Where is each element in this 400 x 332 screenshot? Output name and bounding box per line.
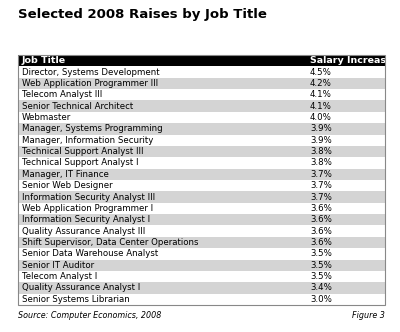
Text: Senior Web Designer: Senior Web Designer <box>22 181 113 190</box>
Bar <box>18 191 385 203</box>
Bar <box>18 78 385 89</box>
Bar <box>18 66 385 78</box>
Text: Telecom Analyst III: Telecom Analyst III <box>22 90 102 99</box>
Text: Manager, IT Finance: Manager, IT Finance <box>22 170 109 179</box>
Text: 4.0%: 4.0% <box>310 113 332 122</box>
Text: Information Security Analyst III: Information Security Analyst III <box>22 193 155 202</box>
Text: 3.6%: 3.6% <box>310 227 332 236</box>
Text: Director, Systems Development: Director, Systems Development <box>22 67 160 77</box>
Text: Technical Support Analyst I: Technical Support Analyst I <box>22 158 138 167</box>
Text: Manager, Systems Programming: Manager, Systems Programming <box>22 124 163 133</box>
Bar <box>18 134 385 146</box>
Text: 3.8%: 3.8% <box>310 158 332 167</box>
Text: Technical Support Analyst III: Technical Support Analyst III <box>22 147 144 156</box>
Text: 3.7%: 3.7% <box>310 170 332 179</box>
Text: 3.7%: 3.7% <box>310 193 332 202</box>
Text: 3.4%: 3.4% <box>310 284 332 292</box>
Bar <box>18 89 385 101</box>
Text: Webmaster: Webmaster <box>22 113 71 122</box>
Bar <box>18 101 385 112</box>
Bar <box>18 112 385 123</box>
Text: 3.5%: 3.5% <box>310 272 332 281</box>
Text: Quality Assurance Analyst I: Quality Assurance Analyst I <box>22 284 140 292</box>
Bar <box>18 214 385 225</box>
Text: Quality Assurance Analyst III: Quality Assurance Analyst III <box>22 227 145 236</box>
Text: Source: Computer Economics, 2008: Source: Computer Economics, 2008 <box>18 311 161 320</box>
Text: 3.6%: 3.6% <box>310 238 332 247</box>
Text: Senior Systems Librarian: Senior Systems Librarian <box>22 295 130 304</box>
Text: Figure 3: Figure 3 <box>352 311 385 320</box>
Bar <box>18 180 385 191</box>
Text: Telecom Analyst I: Telecom Analyst I <box>22 272 97 281</box>
Bar <box>18 293 385 305</box>
Bar <box>18 55 385 66</box>
Text: Job Title: Job Title <box>22 56 66 65</box>
Bar <box>18 237 385 248</box>
Text: Senior Data Warehouse Analyst: Senior Data Warehouse Analyst <box>22 249 158 258</box>
Bar <box>18 157 385 169</box>
Text: 4.5%: 4.5% <box>310 67 332 77</box>
Bar <box>18 203 385 214</box>
Text: 3.0%: 3.0% <box>310 295 332 304</box>
Bar <box>18 248 385 260</box>
Bar <box>18 225 385 237</box>
Text: 4.2%: 4.2% <box>310 79 332 88</box>
Text: 3.5%: 3.5% <box>310 261 332 270</box>
Bar <box>18 146 385 157</box>
Text: Web Application Programmer I: Web Application Programmer I <box>22 204 153 213</box>
Bar <box>18 271 385 282</box>
Text: Selected 2008 Raises by Job Title: Selected 2008 Raises by Job Title <box>18 8 267 21</box>
Text: 3.5%: 3.5% <box>310 249 332 258</box>
Text: Manager, Information Security: Manager, Information Security <box>22 136 153 145</box>
Text: 4.1%: 4.1% <box>310 90 332 99</box>
Text: 3.8%: 3.8% <box>310 147 332 156</box>
Text: Salary Increase: Salary Increase <box>310 56 392 65</box>
Bar <box>18 55 385 305</box>
Bar <box>18 260 385 271</box>
Text: 3.7%: 3.7% <box>310 181 332 190</box>
Text: Senior IT Auditor: Senior IT Auditor <box>22 261 94 270</box>
Text: Shift Supervisor, Data Center Operations: Shift Supervisor, Data Center Operations <box>22 238 198 247</box>
Bar <box>18 169 385 180</box>
Text: Web Application Programmer III: Web Application Programmer III <box>22 79 158 88</box>
Bar <box>18 123 385 134</box>
Text: 4.1%: 4.1% <box>310 102 332 111</box>
Text: Information Security Analyst I: Information Security Analyst I <box>22 215 150 224</box>
Text: Senior Technical Architect: Senior Technical Architect <box>22 102 133 111</box>
Text: 3.9%: 3.9% <box>310 136 332 145</box>
Text: 3.6%: 3.6% <box>310 204 332 213</box>
Bar <box>18 282 385 293</box>
Text: 3.6%: 3.6% <box>310 215 332 224</box>
Text: 3.9%: 3.9% <box>310 124 332 133</box>
